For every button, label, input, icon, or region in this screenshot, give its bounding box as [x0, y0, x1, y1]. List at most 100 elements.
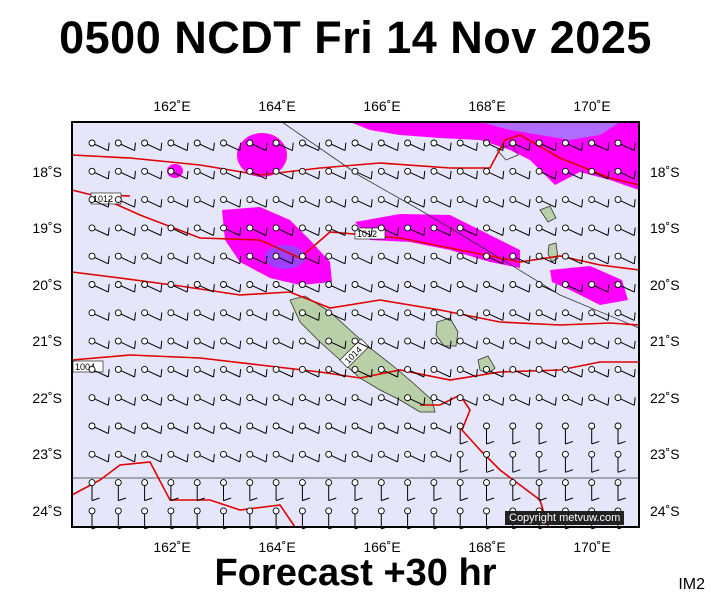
wind-barb [298, 394, 321, 406]
wind-barb [272, 309, 294, 321]
wind-barb [561, 252, 584, 265]
wind-barb [325, 196, 347, 208]
wind-barb [614, 281, 636, 293]
wind-barb [430, 365, 452, 378]
wind-barb [483, 167, 505, 180]
wind-barb [167, 252, 189, 265]
wind-barb [561, 167, 584, 180]
wind-barb [298, 422, 321, 435]
wind-barb [246, 252, 268, 265]
longitude-axis: 162˚E 164˚E 166˚E 168˚E 170˚E 162˚E 164˚… [153, 98, 610, 555]
wind-barb [377, 252, 399, 265]
wind-barb [325, 450, 347, 463]
wind-barb [377, 479, 390, 502]
wind-barb [193, 422, 215, 435]
wind-barb [430, 224, 452, 236]
wind-barb [456, 252, 478, 265]
lat-label-20-left: 20˚S [32, 277, 62, 293]
wind-barb [404, 365, 426, 378]
wind-barb [246, 365, 268, 378]
wind-barb [141, 224, 163, 236]
wind-barb [167, 139, 189, 152]
wind-barb [561, 394, 584, 406]
wind-barb [483, 394, 505, 406]
lat-label-24-left: 24˚S [32, 503, 62, 519]
wind-barb [614, 479, 626, 502]
wind-barb [588, 479, 600, 502]
wind-barb [404, 139, 426, 152]
wind-barb [404, 252, 426, 265]
wind-barb [430, 309, 452, 321]
wind-barb [220, 365, 242, 378]
lon-label-168-bottom: 168˚E [468, 539, 505, 555]
wind-barb [193, 224, 215, 236]
isobar-label-1004: 1004 [75, 362, 95, 372]
wind-barb [272, 252, 294, 265]
wind-barb [351, 450, 373, 463]
wind-barb [298, 365, 321, 378]
wind-barb [351, 309, 373, 321]
wind-barb [114, 479, 127, 502]
wind-barb [193, 167, 215, 180]
wind-barb [246, 507, 258, 530]
wind-barb [509, 309, 531, 321]
wind-barb [509, 252, 531, 265]
wind-barb [298, 507, 311, 530]
copyright-badge: Copyright metvuw.com [505, 511, 625, 525]
wind-barb [141, 450, 163, 463]
wind-barb [509, 167, 531, 180]
wind-barb [535, 450, 547, 473]
wind-barb [351, 337, 373, 350]
wind-barb [351, 252, 373, 265]
wind-barb [535, 196, 557, 208]
lat-label-23-right: 23˚S [650, 446, 680, 462]
wind-barb [561, 337, 584, 350]
wind-barb [404, 479, 416, 502]
wind-barb [561, 224, 584, 236]
wind-barb [535, 365, 557, 378]
wind-barb [193, 394, 215, 406]
wind-barb [456, 167, 478, 180]
wind-barb [351, 365, 373, 378]
wind-barb [509, 281, 531, 293]
wind-barb [193, 479, 205, 502]
wind-barb [88, 337, 110, 350]
lon-label-170: 170˚E [573, 98, 610, 114]
wind-barb [272, 167, 294, 180]
wind-barb [351, 224, 373, 236]
wind-barb [114, 224, 136, 236]
wind-barb [614, 196, 636, 208]
wind-barb [246, 450, 268, 463]
wind-barb [141, 337, 163, 350]
wind-barb [430, 167, 452, 180]
wind-barbs [88, 139, 636, 530]
wind-barb [430, 252, 452, 265]
forecast-label: Forecast +30 hr [214, 552, 497, 594]
wind-barb [298, 450, 321, 463]
wind-barb [509, 196, 531, 208]
lat-label-18-right: 18˚S [650, 164, 680, 180]
wind-barb [483, 196, 505, 208]
wind-barb [483, 309, 505, 321]
lat-label-19-left: 19˚S [32, 220, 62, 236]
wind-barb [220, 450, 242, 463]
wind-barb [561, 450, 574, 473]
wind-barb [88, 224, 110, 236]
wind-barb [614, 365, 636, 378]
wind-barb [246, 281, 268, 293]
wind-barb [404, 337, 426, 350]
wind-barb [351, 196, 373, 208]
wind-barb [246, 139, 268, 152]
wind-barb [193, 450, 215, 463]
wind-barb [483, 281, 505, 293]
wind-barb [88, 394, 110, 406]
wind-barb [220, 252, 242, 265]
wind-barb [456, 479, 468, 502]
wind-barb [404, 167, 426, 180]
wind-barb [298, 337, 321, 350]
wind-barb [430, 139, 452, 152]
wind-barb [193, 337, 215, 350]
wind-barb [325, 252, 347, 265]
wind-barb [588, 281, 610, 293]
